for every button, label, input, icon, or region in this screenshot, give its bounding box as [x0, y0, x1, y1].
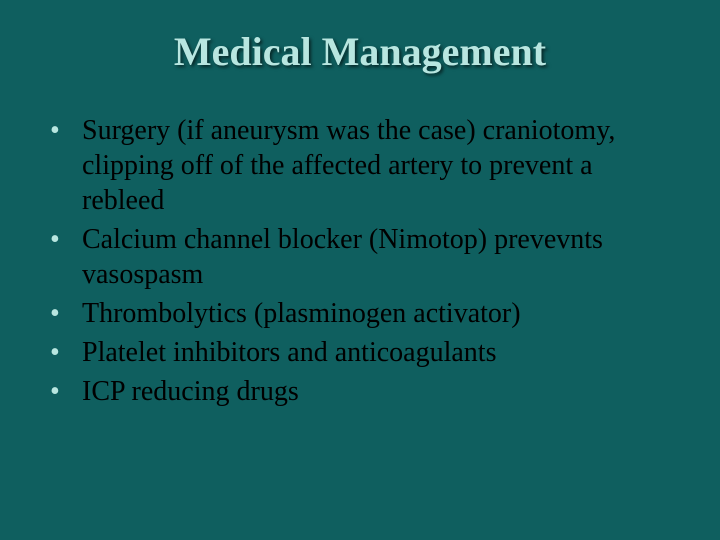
- list-item: Surgery (if aneurysm was the case) crani…: [48, 113, 676, 218]
- list-item: Thrombolytics (plasminogen activator): [48, 296, 676, 331]
- slide-container: Medical Management Surgery (if aneurysm …: [0, 0, 720, 540]
- list-item: ICP reducing drugs: [48, 374, 676, 409]
- slide-title: Medical Management: [40, 28, 680, 75]
- list-item: Platelet inhibitors and anticoagulants: [48, 335, 676, 370]
- bullet-list: Surgery (if aneurysm was the case) crani…: [40, 113, 680, 409]
- list-item: Calcium channel blocker (Nimotop) prevev…: [48, 222, 676, 292]
